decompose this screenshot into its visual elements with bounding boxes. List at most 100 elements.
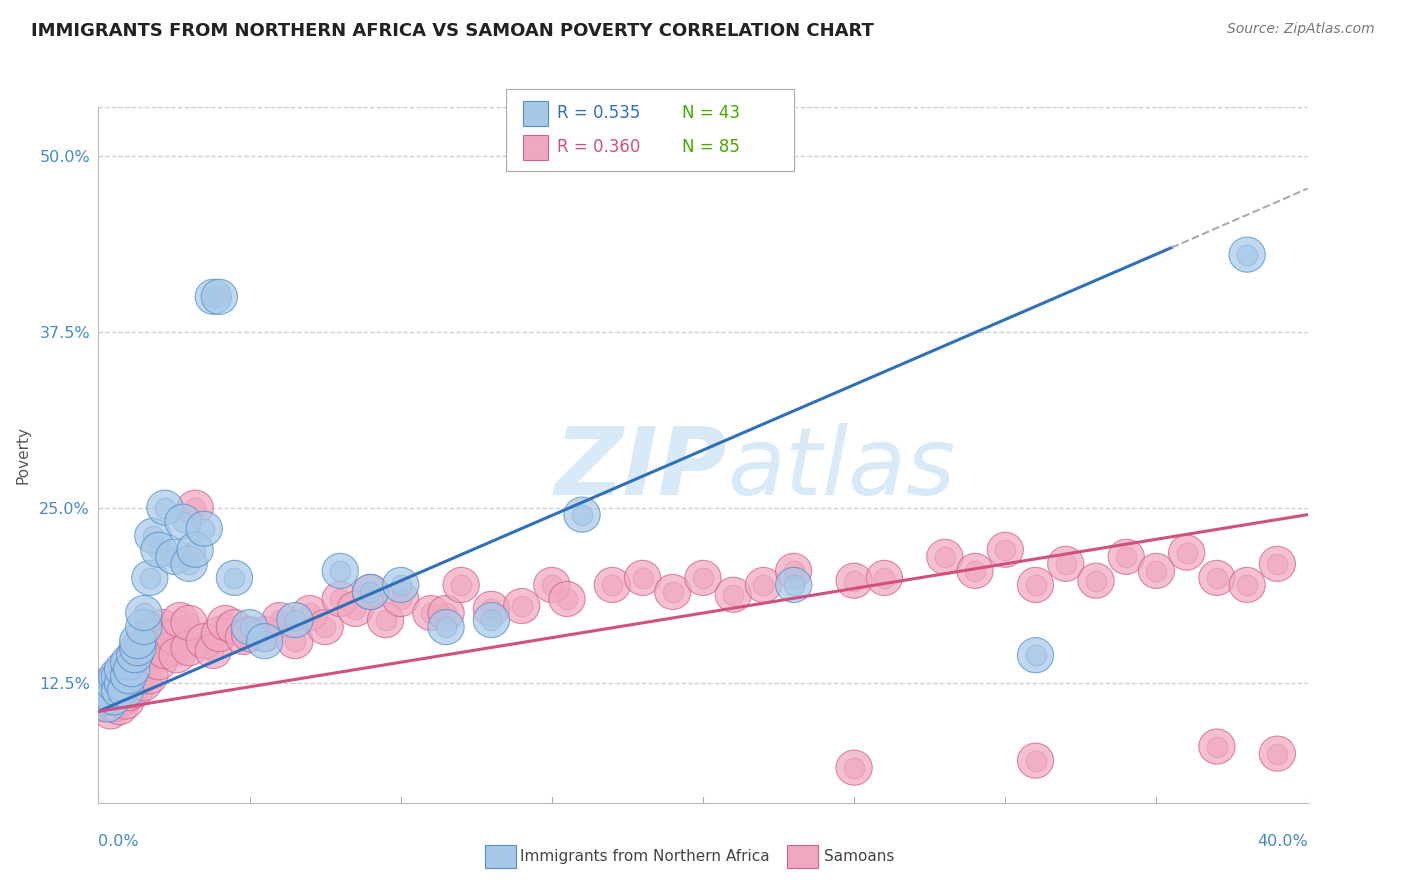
Ellipse shape (776, 553, 811, 589)
Point (269, 613, 291, 627)
Point (208, 627, 231, 641)
Ellipse shape (132, 658, 167, 694)
Point (177, 641, 201, 656)
Point (127, 634, 149, 648)
Ellipse shape (1108, 540, 1144, 574)
Ellipse shape (382, 582, 419, 616)
Ellipse shape (86, 680, 122, 715)
Ellipse shape (624, 560, 661, 596)
Point (163, 630, 186, 644)
Ellipse shape (177, 533, 214, 567)
Point (105, 669, 128, 683)
Point (419, 606, 441, 620)
Ellipse shape (353, 574, 388, 609)
Point (132, 652, 155, 666)
Ellipse shape (1139, 553, 1174, 589)
Ellipse shape (143, 609, 180, 645)
Text: Source: ZipAtlas.com: Source: ZipAtlas.com (1227, 22, 1375, 37)
Ellipse shape (107, 673, 143, 708)
Text: Immigrants from Northern Africa: Immigrants from Northern Africa (520, 849, 770, 863)
Ellipse shape (232, 616, 267, 652)
Point (1085, 574, 1108, 588)
Point (450, 578, 472, 592)
Point (844, 761, 866, 775)
Point (232, 630, 254, 644)
Point (118, 655, 141, 669)
Point (782, 564, 804, 578)
Point (111, 672, 134, 686)
Point (661, 585, 683, 599)
Point (481, 602, 503, 616)
Point (1206, 739, 1229, 754)
Point (103, 690, 125, 705)
Point (193, 634, 215, 648)
Point (602, 578, 624, 592)
Ellipse shape (96, 665, 132, 701)
Ellipse shape (125, 665, 162, 701)
Point (965, 564, 987, 578)
Ellipse shape (101, 690, 138, 725)
Ellipse shape (1047, 546, 1084, 582)
Point (1175, 546, 1198, 560)
Ellipse shape (292, 596, 328, 631)
Point (153, 644, 176, 658)
Ellipse shape (172, 546, 207, 582)
Ellipse shape (129, 628, 165, 663)
Text: R = 0.535: R = 0.535 (557, 104, 640, 122)
Point (114, 662, 136, 676)
Ellipse shape (474, 602, 509, 638)
Point (208, 290, 231, 304)
Ellipse shape (104, 680, 141, 715)
Text: R = 0.360: R = 0.360 (557, 138, 640, 156)
Point (1024, 648, 1046, 663)
Ellipse shape (120, 656, 156, 691)
Point (1265, 747, 1288, 761)
Point (224, 571, 246, 585)
Point (434, 606, 457, 620)
Point (224, 620, 246, 634)
Ellipse shape (104, 652, 141, 687)
Ellipse shape (135, 518, 172, 553)
Point (177, 615, 201, 630)
Ellipse shape (146, 633, 183, 669)
Point (163, 549, 186, 564)
Ellipse shape (837, 563, 872, 599)
Point (108, 669, 131, 683)
Point (1236, 247, 1258, 261)
Point (100, 676, 122, 690)
Ellipse shape (114, 662, 150, 697)
Ellipse shape (96, 687, 132, 722)
Point (111, 662, 134, 676)
Point (96, 698, 118, 712)
Ellipse shape (98, 680, 135, 715)
Ellipse shape (86, 673, 122, 708)
Ellipse shape (207, 606, 243, 640)
Point (314, 620, 336, 634)
Ellipse shape (104, 665, 141, 701)
Ellipse shape (322, 553, 359, 589)
Text: N = 85: N = 85 (682, 138, 740, 156)
Ellipse shape (86, 687, 122, 722)
Point (239, 620, 262, 634)
Point (172, 515, 194, 529)
Ellipse shape (413, 596, 449, 631)
Point (844, 574, 866, 588)
Point (721, 588, 744, 602)
Point (118, 658, 141, 673)
Point (132, 620, 155, 634)
Point (127, 666, 149, 681)
Point (934, 549, 956, 564)
Ellipse shape (277, 624, 314, 658)
Point (142, 529, 165, 543)
Ellipse shape (111, 658, 146, 694)
Ellipse shape (111, 675, 146, 711)
Point (1206, 571, 1229, 585)
Ellipse shape (195, 633, 232, 669)
Point (118, 669, 141, 683)
Ellipse shape (745, 567, 782, 602)
Ellipse shape (93, 673, 129, 708)
Ellipse shape (125, 609, 162, 645)
Ellipse shape (564, 497, 600, 533)
Ellipse shape (146, 490, 183, 525)
Ellipse shape (101, 658, 138, 694)
